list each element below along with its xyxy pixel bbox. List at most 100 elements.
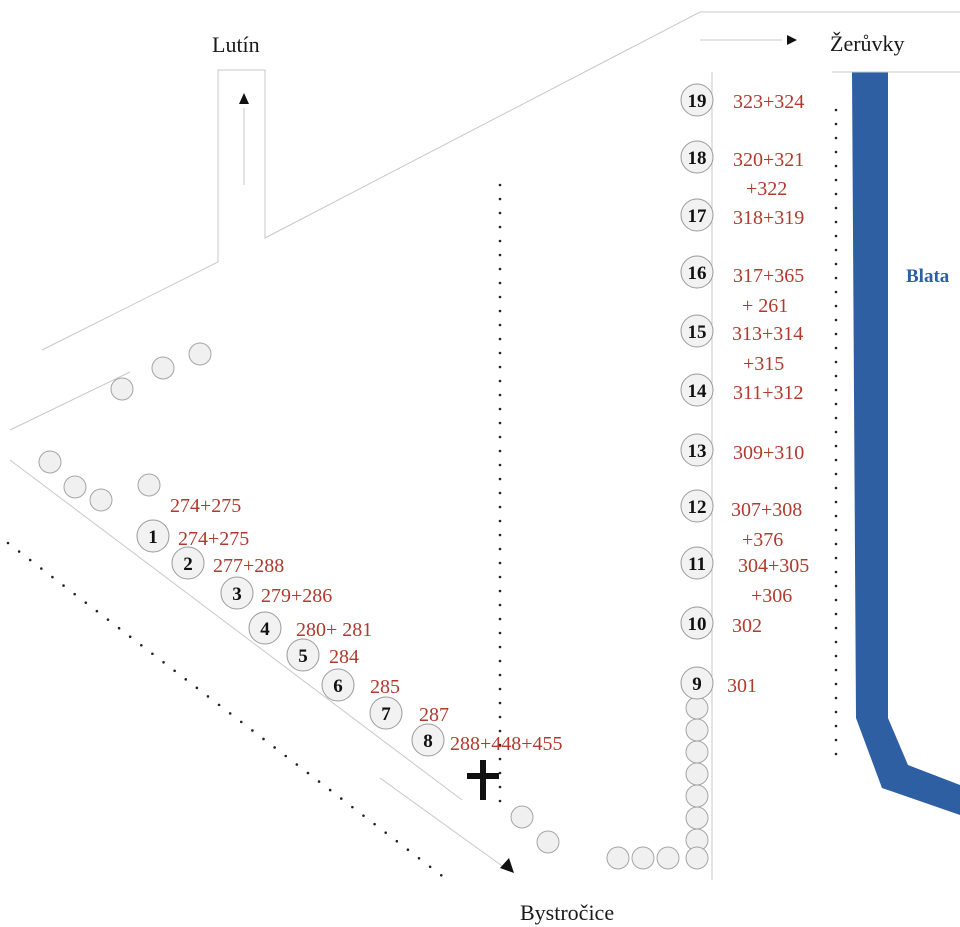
numbered-tree: 14 311+312 [680,373,804,407]
numbered-tree: 1 274+275 [136,519,249,553]
tree-icon [685,846,709,870]
tree-number: 10 [688,614,707,635]
blata-river [852,72,960,815]
numbered-tree: 4 280+ 281 [248,611,372,645]
tree-icon [680,198,714,232]
parcel-label: 309+310 [733,442,804,464]
tree-number: 2 [183,554,193,575]
parcel-label: 277+288 [213,555,284,577]
parcel-label: 320+321 [733,149,804,171]
parcel-label: 274+275 [178,528,249,550]
tree-number: 15 [688,322,707,343]
tree-number: 13 [688,441,707,462]
numbered-tree: 10 302 [680,606,762,640]
tree-icon [680,373,714,407]
parcel-label: 311+312 [733,382,804,404]
tree-icon [685,784,709,808]
parcel-label-continued: +315 [743,353,784,375]
tree-icon [38,450,62,474]
tree-icon [136,519,170,553]
arrow-up-icon [239,93,249,104]
tree-number: 18 [688,148,707,169]
numbered-tree: 8 288+448+455 [411,723,563,757]
tree-number: 5 [298,646,308,667]
tree-icon [656,846,680,870]
place-label-zeruvky: Žerůvky [830,31,905,56]
tree-icon [680,83,714,117]
numbered-trees: 1 274+275 2 277+288 3 279+286 4 280+ 281 5 284 6 28… [136,83,809,757]
river-label: Blata [906,266,950,287]
tree-icon [680,140,714,174]
place-label-bystrocice: Bystročice [520,900,614,925]
numbered-tree: 16 317+365 + 261 [680,255,804,317]
parcel-label: 284 [329,646,359,668]
parcel-label-continued: +306 [751,585,792,607]
road-lines [9,11,960,880]
tree-number: 14 [688,381,708,402]
parcel-label: 318+319 [733,207,804,229]
numbered-tree: 3 279+286 [220,576,332,610]
arrow-down-icon [500,858,514,873]
parcel-label: 279+286 [261,585,332,607]
tree-number: 12 [688,497,707,518]
tree-icon [321,668,355,702]
tree-icon [685,718,709,742]
tree-icon [171,546,205,580]
tree-icon [248,611,282,645]
tree-number: 17 [688,206,708,227]
tree-icon [286,638,320,672]
tree-icon [89,488,113,512]
numbered-tree: 19 323+324 [680,83,804,117]
tree-icon [685,762,709,786]
numbered-tree: 5 284 [286,638,359,672]
tree-number: 16 [688,263,707,284]
tree-number: 7 [381,704,391,725]
unnumbered-trees [38,342,709,870]
tree-number: 3 [232,584,242,605]
place-label-lutin: Lutín [212,32,260,57]
tree-icon [188,342,212,366]
parcel-label: 287 [419,704,449,726]
parcel-label: 304+305 [738,555,809,577]
arrow-right-icon [787,35,797,45]
parcel-label: 317+365 [733,265,804,287]
tree-icon [680,433,714,467]
tree-number: 8 [423,731,433,752]
numbered-tree: 2 277+288 [171,546,284,580]
parcel-label-continued: +376 [742,529,783,551]
cross-icon [467,760,499,800]
tree-icon [110,377,134,401]
tree-icon [680,255,714,289]
tree-icon [680,606,714,640]
parcel-label: 313+314 [732,323,803,345]
parcel-label: 307+308 [731,499,802,521]
tree-icon [685,696,709,720]
tree-icon [685,740,709,764]
numbered-tree: 17 318+319 [680,198,804,232]
tree-icon [631,846,655,870]
tree-icon [510,805,534,829]
numbered-tree: 13 309+310 [680,433,804,467]
tree-icon [536,830,560,854]
tree-icon [220,576,254,610]
numbered-tree: 15 313+314 +315 [680,314,803,375]
tree-icon [606,846,630,870]
parcel-label: 323+324 [733,91,804,113]
tree-number: 4 [260,619,270,640]
numbered-tree: 11 304+305 +306 [680,546,809,607]
numbered-tree: 12 307+308 +376 [680,489,802,551]
parcel-label-continued: +322 [746,178,787,200]
parcel-label: 301 [727,675,757,697]
tree-number: 6 [333,676,343,697]
tree-icon [685,806,709,830]
numbered-tree: 18 320+321 +322 [680,140,804,200]
parcel-label-extra: 274+275 [170,495,241,517]
tree-number: 9 [692,674,702,695]
tree-icon [680,666,714,700]
numbered-tree: 9 301 [680,666,757,700]
tree-icon [63,475,87,499]
tree-number: 1 [148,527,158,548]
parcel-label: 280+ 281 [296,619,372,641]
parcel-label: 285 [370,676,400,698]
